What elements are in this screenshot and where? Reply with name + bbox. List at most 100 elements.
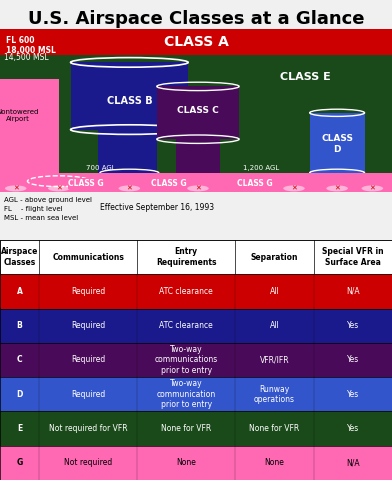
Text: CLASS B: CLASS B: [107, 96, 152, 106]
Text: Not required for VFR: Not required for VFR: [49, 424, 127, 433]
Text: FL 600
18,000 MSL: FL 600 18,000 MSL: [6, 36, 56, 55]
Text: 1,200 AGL: 1,200 AGL: [243, 165, 279, 171]
Text: 14,500 MSL: 14,500 MSL: [4, 53, 49, 62]
Text: CLASS C: CLASS C: [177, 106, 219, 115]
Text: AGL - above ground level: AGL - above ground level: [4, 197, 92, 203]
FancyBboxPatch shape: [314, 309, 392, 343]
FancyBboxPatch shape: [176, 139, 220, 173]
Text: N/A: N/A: [346, 458, 359, 468]
Text: Yes: Yes: [347, 321, 359, 330]
Ellipse shape: [187, 185, 209, 192]
Text: C: C: [17, 356, 22, 364]
Text: None: None: [265, 458, 284, 468]
Text: CLASS A: CLASS A: [163, 35, 229, 49]
FancyBboxPatch shape: [0, 411, 39, 446]
Text: 700 AGL: 700 AGL: [86, 165, 116, 171]
FancyBboxPatch shape: [0, 446, 39, 480]
FancyBboxPatch shape: [137, 411, 235, 446]
Text: CLASS G: CLASS G: [237, 179, 272, 188]
FancyBboxPatch shape: [98, 130, 157, 173]
FancyBboxPatch shape: [235, 411, 314, 446]
FancyBboxPatch shape: [235, 343, 314, 377]
Text: Separation: Separation: [250, 252, 298, 262]
Ellipse shape: [361, 185, 383, 192]
Text: CLASS
D: CLASS D: [321, 134, 353, 154]
Text: ✕: ✕: [127, 185, 132, 192]
FancyBboxPatch shape: [0, 173, 392, 192]
Text: Entry
Requirements: Entry Requirements: [156, 248, 216, 267]
FancyBboxPatch shape: [314, 343, 392, 377]
Text: CLASS E: CLASS E: [280, 72, 331, 82]
FancyBboxPatch shape: [314, 446, 392, 480]
Text: ✕: ✕: [195, 185, 201, 192]
Text: A: A: [17, 287, 22, 296]
FancyBboxPatch shape: [314, 411, 392, 446]
Text: Special VFR in
Surface Area: Special VFR in Surface Area: [322, 248, 384, 267]
Ellipse shape: [118, 185, 140, 192]
Ellipse shape: [326, 185, 348, 192]
Text: B: B: [17, 321, 22, 330]
FancyBboxPatch shape: [314, 377, 392, 411]
FancyBboxPatch shape: [39, 377, 137, 411]
Text: ✕: ✕: [56, 185, 62, 192]
FancyBboxPatch shape: [0, 309, 39, 343]
FancyBboxPatch shape: [39, 343, 137, 377]
Text: ✕: ✕: [13, 185, 18, 192]
FancyBboxPatch shape: [235, 377, 314, 411]
FancyBboxPatch shape: [0, 29, 392, 55]
Text: All: All: [270, 287, 279, 296]
Text: E: E: [17, 424, 22, 433]
FancyBboxPatch shape: [235, 446, 314, 480]
FancyBboxPatch shape: [310, 113, 365, 173]
Text: Two-way
communications
prior to entry: Two-way communications prior to entry: [154, 345, 218, 375]
FancyBboxPatch shape: [235, 274, 314, 309]
Text: U.S. Airspace Classes at a Glance: U.S. Airspace Classes at a Glance: [28, 10, 364, 28]
Text: FL    - flight level: FL - flight level: [4, 206, 63, 212]
Text: Yes: Yes: [347, 356, 359, 364]
Text: CLASS G: CLASS G: [151, 179, 186, 188]
FancyBboxPatch shape: [0, 79, 59, 187]
FancyBboxPatch shape: [137, 274, 235, 309]
Text: Nontowered
Airport: Nontowered Airport: [0, 108, 39, 122]
FancyBboxPatch shape: [137, 446, 235, 480]
FancyBboxPatch shape: [0, 274, 39, 309]
Text: VFR/IFR: VFR/IFR: [260, 356, 289, 364]
FancyBboxPatch shape: [314, 274, 392, 309]
FancyBboxPatch shape: [39, 446, 137, 480]
FancyBboxPatch shape: [137, 309, 235, 343]
Text: Required: Required: [71, 287, 105, 296]
Text: ✕: ✕: [291, 185, 297, 192]
FancyBboxPatch shape: [39, 274, 137, 309]
FancyBboxPatch shape: [0, 377, 39, 411]
FancyBboxPatch shape: [71, 62, 188, 130]
Text: ✕: ✕: [370, 185, 375, 192]
Text: Required: Required: [71, 356, 105, 364]
Text: N/A: N/A: [346, 287, 359, 296]
Text: Airspace
Classes: Airspace Classes: [1, 248, 38, 267]
FancyBboxPatch shape: [137, 343, 235, 377]
Text: ATC clearance: ATC clearance: [159, 321, 213, 330]
Text: All: All: [270, 321, 279, 330]
Text: Two-way
communication
prior to entry: Two-way communication prior to entry: [156, 379, 216, 409]
Ellipse shape: [48, 185, 70, 192]
Text: ATC clearance: ATC clearance: [159, 287, 213, 296]
Text: Yes: Yes: [347, 390, 359, 399]
Text: D: D: [16, 390, 23, 399]
Text: None for VFR: None for VFR: [249, 424, 299, 433]
Text: Required: Required: [71, 390, 105, 399]
FancyBboxPatch shape: [39, 411, 137, 446]
Ellipse shape: [5, 185, 27, 192]
Ellipse shape: [283, 185, 305, 192]
Text: ✕: ✕: [334, 185, 340, 192]
FancyBboxPatch shape: [137, 377, 235, 411]
Text: Effective September 16, 1993: Effective September 16, 1993: [100, 203, 214, 212]
FancyBboxPatch shape: [0, 55, 392, 187]
Text: CLASS G: CLASS G: [69, 179, 104, 188]
Text: None: None: [176, 458, 196, 468]
Text: G: G: [16, 458, 23, 468]
Text: Not required: Not required: [64, 458, 113, 468]
FancyBboxPatch shape: [0, 343, 39, 377]
FancyBboxPatch shape: [39, 309, 137, 343]
FancyBboxPatch shape: [157, 86, 239, 139]
Text: Communications: Communications: [52, 252, 124, 262]
